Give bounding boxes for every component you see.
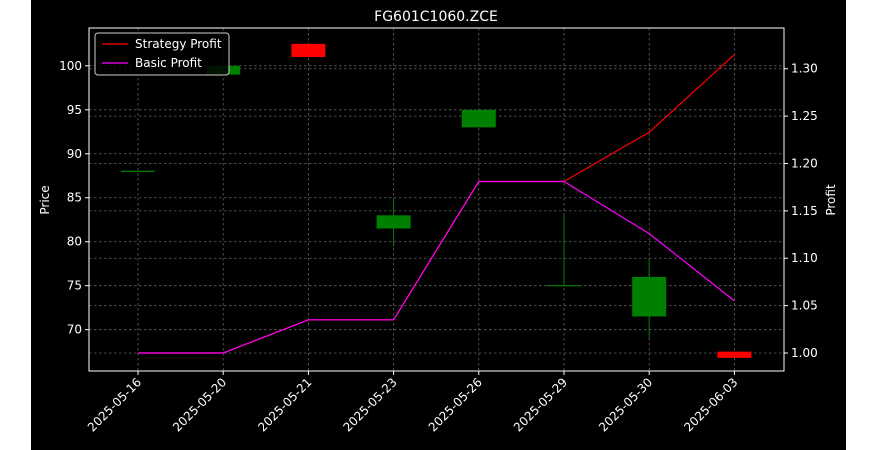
y2-tick-label: 1.20 bbox=[791, 156, 818, 170]
y2-axis-label: Profit bbox=[824, 184, 838, 216]
y2-tick-label: 1.30 bbox=[791, 62, 818, 76]
plot-border bbox=[88, 27, 785, 372]
x-tick-label: 2025-05-23 bbox=[341, 375, 400, 434]
y-tick-label: 100 bbox=[59, 59, 82, 73]
y-axis-label: Price bbox=[38, 185, 52, 214]
chart-figure: FG601C1060.ZCE 70 75 80 85 90 95 100 1.00 1.05 1.… bbox=[31, 0, 846, 450]
chart-title: FG601C1060.ZCE bbox=[374, 9, 498, 25]
x-tick-label: 2025-05-20 bbox=[170, 375, 229, 434]
x-tick-label: 2025-05-21 bbox=[255, 375, 314, 434]
legend: Strategy Profit Basic Profit bbox=[94, 32, 230, 76]
y-tick-label: 70 bbox=[67, 323, 82, 337]
candle-body bbox=[461, 109, 496, 128]
candles bbox=[121, 43, 752, 358]
y2-tick-label: 1.05 bbox=[791, 299, 818, 313]
legend-box bbox=[94, 32, 230, 76]
candle-body bbox=[632, 276, 667, 317]
y-tick-label: 85 bbox=[67, 191, 82, 205]
y2-tick-label: 1.10 bbox=[791, 251, 818, 265]
y-tick-label: 95 bbox=[67, 103, 82, 117]
candle-body bbox=[291, 43, 326, 58]
grid bbox=[89, 28, 784, 371]
y2-tick-label: 1.00 bbox=[791, 346, 818, 360]
legend-label-strategy-profit: Strategy Profit bbox=[135, 37, 222, 51]
basic-profit-line bbox=[138, 180, 735, 354]
x-tick-label: 2025-05-26 bbox=[426, 375, 485, 434]
legend-label-basic-profit: Basic Profit bbox=[135, 56, 202, 70]
chart-canvas: FG601C1060.ZCE 70 75 80 85 90 95 100 1.00 1.05 1.… bbox=[38, 9, 838, 434]
x-tick-label: 2025-06-03 bbox=[681, 375, 740, 434]
x-tick-label: 2025-05-30 bbox=[596, 375, 655, 434]
y2-tick-label: 1.25 bbox=[791, 109, 818, 123]
x-tick-label: 2025-05-16 bbox=[85, 375, 144, 434]
candle-body bbox=[717, 351, 752, 358]
y-tick-label: 80 bbox=[67, 235, 82, 249]
y2-tick-label: 1.15 bbox=[791, 204, 818, 218]
y-tick-label: 90 bbox=[67, 147, 82, 161]
candle-body bbox=[376, 215, 411, 229]
x-tick-label: 2025-05-29 bbox=[511, 375, 570, 434]
profit-lines bbox=[138, 54, 735, 354]
y-tick-label: 75 bbox=[67, 279, 82, 293]
